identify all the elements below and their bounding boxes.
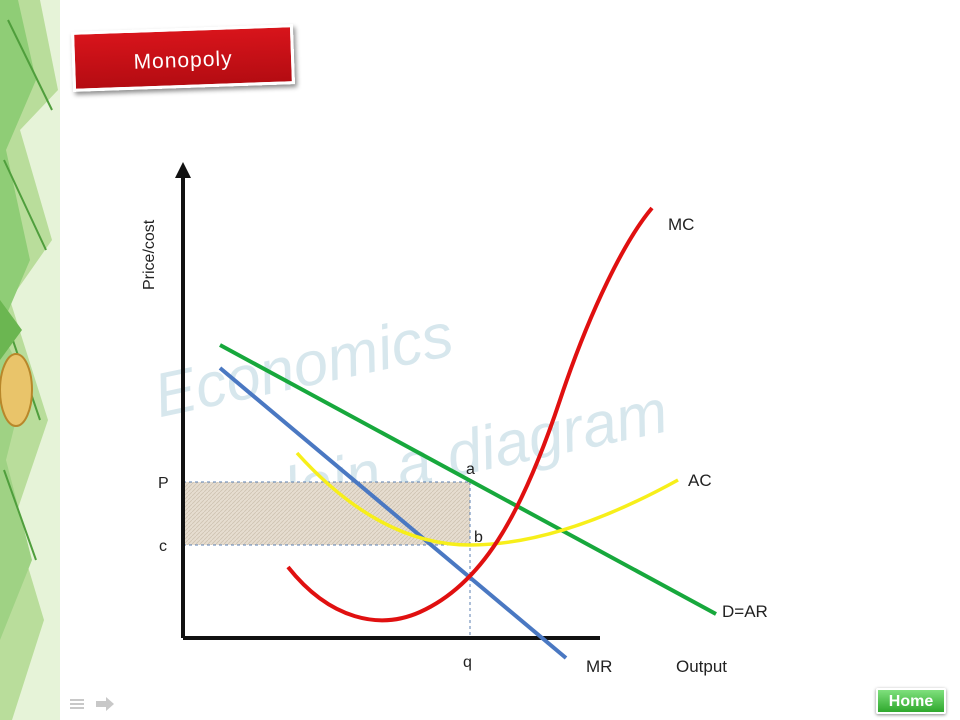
supernormal-profit-area [183,482,470,545]
next-slide-icon[interactable] [96,697,114,711]
slide-nav-controls[interactable] [66,694,122,714]
price-p-label: P [158,475,169,492]
axes [175,162,600,640]
d-ar-curve [219,343,717,616]
cost-c-label: c [159,538,167,555]
mc-curve [286,206,654,623]
y-axis-arrow-icon [175,162,191,178]
point-b-label: b [474,529,483,546]
point-a-label: a [466,461,475,478]
d-ar-label: D=AR [722,602,768,621]
mr-curve [218,366,568,660]
ac-curve [295,451,679,547]
money-decoration [0,0,60,720]
ac-label: AC [688,471,712,490]
guide-lines [183,481,471,638]
home-button[interactable]: Home [876,688,946,714]
slide-menu-icon[interactable] [70,699,84,709]
y-axis-label: Price/cost [141,219,158,290]
slide-title: Monopoly [71,24,295,92]
x-axis-label: Output [676,657,727,676]
quantity-q-label: q [463,654,472,671]
mr-label: MR [586,657,612,676]
mc-label: MC [668,215,694,234]
watermark-line1: Economics [148,301,459,432]
